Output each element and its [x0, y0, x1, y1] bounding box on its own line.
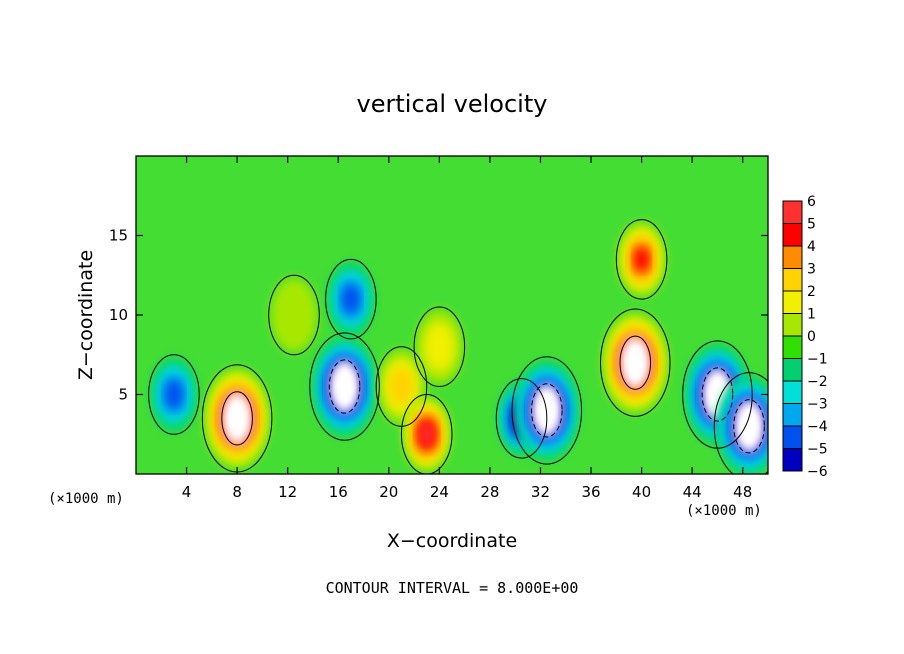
velocity-cell [150, 357, 198, 432]
velocity-cell-band [633, 247, 650, 272]
velocity-cell-core [619, 336, 651, 390]
colorbar-label: 0 [807, 329, 816, 345]
x-axis-label: X−coordinate [387, 530, 517, 552]
colorbar-swatch [783, 223, 802, 246]
contour-line [495, 378, 548, 459]
colorbar-label: 5 [807, 217, 816, 233]
colorbar-label: 6 [807, 194, 816, 210]
velocity-cell-band [420, 423, 434, 445]
contour-line [325, 258, 377, 340]
contour-line [328, 359, 361, 414]
x-tick-label: 48 [733, 483, 752, 501]
velocity-cell [327, 262, 375, 336]
contour-line [511, 356, 583, 465]
y-axis-label: Z−coordinate [75, 250, 97, 380]
velocity-cell [416, 310, 463, 384]
contour-line [400, 394, 453, 474]
velocity-cell-band [270, 278, 318, 352]
velocity-cell-core [733, 399, 765, 453]
y-tick-label: 10 [109, 306, 128, 324]
velocity-cell-core [221, 391, 253, 445]
colorbar-label: 3 [807, 262, 816, 278]
velocity-cell-band [164, 379, 184, 410]
velocity-cell [312, 337, 377, 436]
contour-line [600, 308, 671, 417]
x-tick-label: 28 [480, 483, 499, 501]
velocity-cell-core [329, 359, 360, 414]
velocity-cell [618, 222, 665, 296]
x-unit-label-right: (×1000 m) [686, 503, 762, 519]
colorbar-swatch [783, 336, 802, 359]
colorbar-swatch [783, 268, 802, 291]
colorbar-swatch [783, 291, 802, 314]
x-tick-label: 20 [379, 483, 398, 501]
plot-area [136, 156, 768, 474]
contour-line [701, 367, 734, 422]
colorbar-label: −6 [807, 464, 828, 480]
colorbar-label: −2 [807, 374, 828, 390]
colorbar-swatch [783, 426, 802, 449]
contour-line [619, 335, 652, 390]
velocity-cell [378, 349, 425, 424]
y-tick-label: 15 [109, 227, 128, 245]
x-tick-label: 12 [278, 483, 297, 501]
colorbar: 6 5 4 3 2 1 0 −1 −2 −3 −4 −5 −6 [782, 194, 828, 480]
velocity-cell [403, 397, 450, 471]
contour-line [615, 219, 668, 300]
y-tick-label: 5 [118, 386, 128, 404]
velocity-cell [270, 278, 318, 352]
colorbar-swatch [783, 403, 802, 426]
colorbar-swatch [783, 381, 802, 404]
colorbar-label: −4 [807, 419, 828, 435]
colorbar-label: 1 [807, 307, 816, 323]
contour-line [531, 383, 563, 438]
x-unit-label-left: (×1000 m) [48, 491, 124, 507]
colorbar-label: 2 [807, 284, 816, 300]
colorbar-swatch [783, 358, 802, 381]
x-tick-label: 40 [632, 483, 651, 501]
chart-title: vertical velocity [357, 90, 548, 118]
contour-line [148, 354, 200, 435]
velocity-cell [603, 313, 668, 413]
x-tick-label: 4 [182, 483, 192, 501]
colorbar-label: −3 [807, 397, 828, 413]
x-tick-label: 44 [683, 483, 702, 501]
contour-interval-footer: CONTOUR INTERVAL = 8.000E+00 [326, 579, 579, 597]
x-tick-label: 24 [430, 483, 449, 501]
contour-line [713, 372, 768, 474]
velocity-cell-band [341, 284, 361, 314]
x-tick-label: 8 [232, 483, 242, 501]
velocity-cell-band [423, 322, 455, 372]
contour-line [733, 399, 765, 454]
velocity-cell-band [389, 368, 414, 405]
colorbar-swatch [783, 201, 802, 224]
velocity-cell [717, 376, 768, 474]
colorbar-swatch [783, 313, 802, 336]
colorbar-swatch [783, 246, 802, 269]
colorbar-label: 4 [807, 239, 816, 255]
x-ticks: 4 8 12 16 20 24 28 32 36 40 44 48 [182, 156, 752, 501]
velocity-field [150, 222, 768, 474]
x-tick-label: 36 [581, 483, 600, 501]
velocity-cell [205, 368, 270, 468]
colorbar-swatch [783, 448, 802, 471]
contour-line [221, 391, 253, 446]
colorbar-label: −5 [807, 442, 828, 458]
x-tick-label: 32 [531, 483, 550, 501]
colorbar-label: −1 [807, 352, 828, 368]
x-tick-label: 16 [329, 483, 348, 501]
y-ticks: 5 10 15 [109, 227, 768, 404]
contour-line [309, 332, 380, 441]
contour-line [413, 306, 466, 388]
contour-line [268, 274, 320, 356]
